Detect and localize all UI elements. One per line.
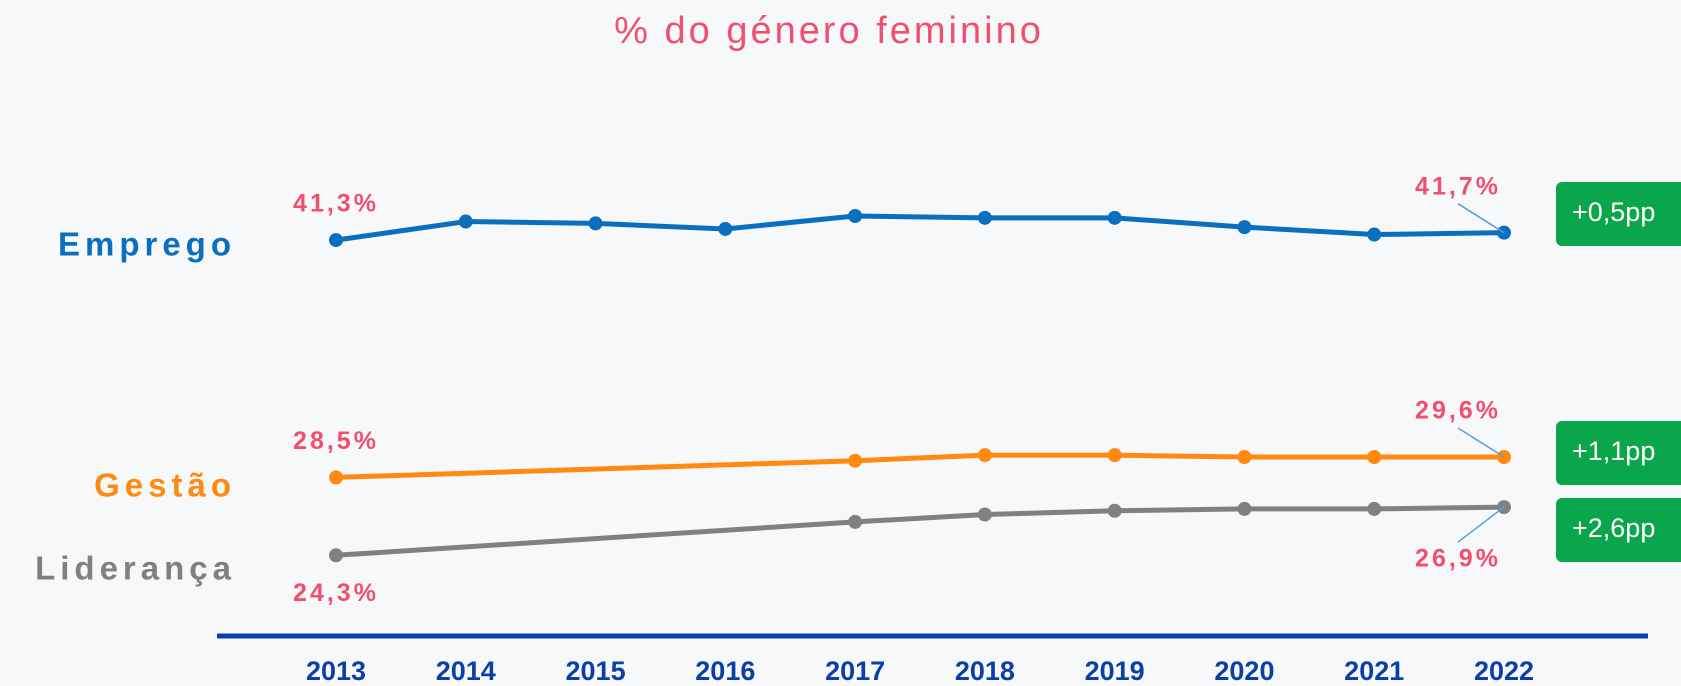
value-label: 26,9% (1415, 545, 1501, 573)
data-point (329, 233, 343, 248)
leader-line (1457, 427, 1505, 458)
data-point (718, 221, 733, 236)
data-point (848, 514, 863, 529)
leader-line (1457, 203, 1505, 234)
change-badge (1556, 498, 1681, 562)
change-label: +0,5pp (1572, 197, 1655, 227)
series-line (335, 213, 1505, 243)
data-point (1237, 501, 1252, 516)
data-point (1367, 450, 1382, 465)
x-tick-label: 2014 (436, 656, 496, 686)
data-point (848, 208, 863, 223)
x-tick-label: 2016 (695, 656, 755, 686)
x-tick-label: 2018 (955, 656, 1015, 686)
x-tick-label: 2013 (306, 656, 366, 686)
change-badge (1556, 421, 1681, 485)
data-point (1497, 500, 1511, 515)
data-point (329, 470, 343, 485)
series-name: Emprego (58, 226, 236, 263)
data-point (848, 453, 863, 468)
x-tick-label: 2020 (1214, 656, 1274, 686)
data-point (977, 507, 992, 522)
data-point (1237, 220, 1252, 235)
value-label: 29,6% (1415, 397, 1501, 425)
x-tick-label: 2019 (1085, 656, 1145, 686)
data-point (329, 548, 343, 563)
change-label: +2,6pp (1572, 513, 1655, 543)
data-point (588, 216, 603, 231)
data-point (458, 214, 473, 229)
x-tick-label: 2017 (825, 656, 885, 686)
x-tick-label: 2015 (566, 656, 626, 686)
data-point (1107, 210, 1122, 225)
value-label: 28,5% (293, 427, 379, 455)
value-label: 41,3% (293, 190, 379, 218)
data-point (1367, 501, 1382, 516)
series-name: Liderança (35, 550, 236, 587)
data-point (977, 448, 992, 463)
value-label: 41,7% (1415, 172, 1501, 200)
data-point (1237, 450, 1252, 465)
x-tick-label: 2022 (1474, 656, 1534, 686)
change-badge (1556, 182, 1681, 246)
series-name: Gestão (94, 467, 236, 504)
change-label: +1,1pp (1572, 436, 1655, 466)
chart-title: % do género feminino (614, 10, 1044, 52)
data-point (977, 210, 992, 225)
value-label: 24,3% (293, 579, 379, 607)
data-point (1367, 227, 1382, 242)
x-tick-label: 2021 (1344, 656, 1404, 686)
data-point (1107, 448, 1122, 463)
data-point (1107, 503, 1122, 518)
leader-line (1457, 506, 1505, 543)
